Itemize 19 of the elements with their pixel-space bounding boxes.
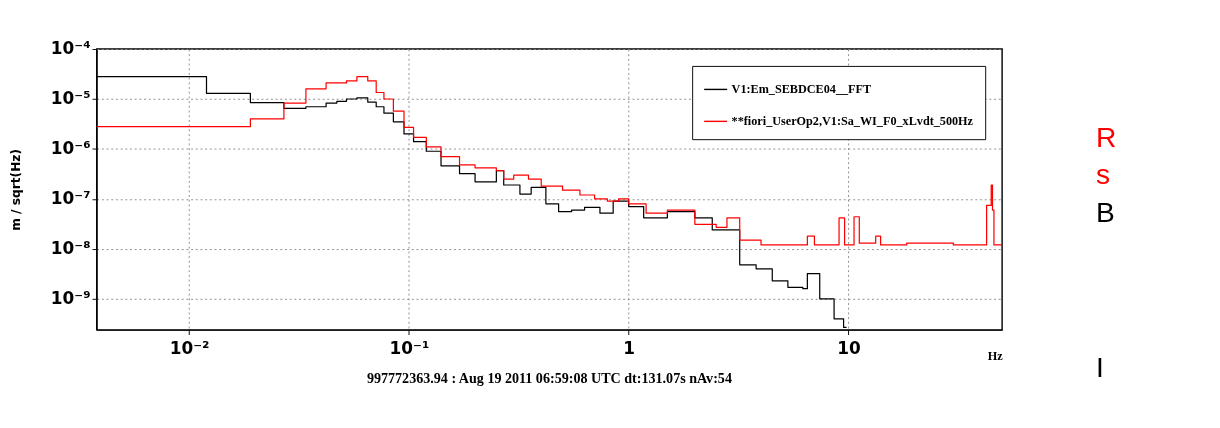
legend-label: **fiori_UserOp2,V1:Sa_WI_F0_xLvdt_500Hz [731,114,974,129]
y-tick-label: 10⁻⁹ [50,288,91,309]
x-tick-label: 1 [623,337,636,358]
text: R [1096,120,1117,153]
x-tick-label: 10⁻¹ [389,337,430,358]
x-tick-label: 10⁻² [169,337,210,358]
x-axis-title: Hz [987,349,1004,364]
x-tick-label: 10 [837,337,861,358]
legend-label: V1:Em_SEBDCE04__FFT [731,82,872,97]
y-tick-label: 10⁻⁵ [50,88,91,109]
y-tick-label: 10⁻⁴ [50,38,91,59]
y-tick-label: 10⁻⁷ [50,188,91,209]
y-tick-label: 10⁻⁶ [50,138,91,159]
text: B [1096,195,1115,228]
text: I [1096,350,1104,383]
text: s [1096,158,1111,191]
y-axis-title: m / sqrt(Hz) [8,148,23,231]
text: 997772363.94 : Aug 19 2011 06:59:08 UTC dt:131.07s nAv:54 [366,370,732,387]
y-tick-label: 10⁻⁸ [50,238,91,259]
